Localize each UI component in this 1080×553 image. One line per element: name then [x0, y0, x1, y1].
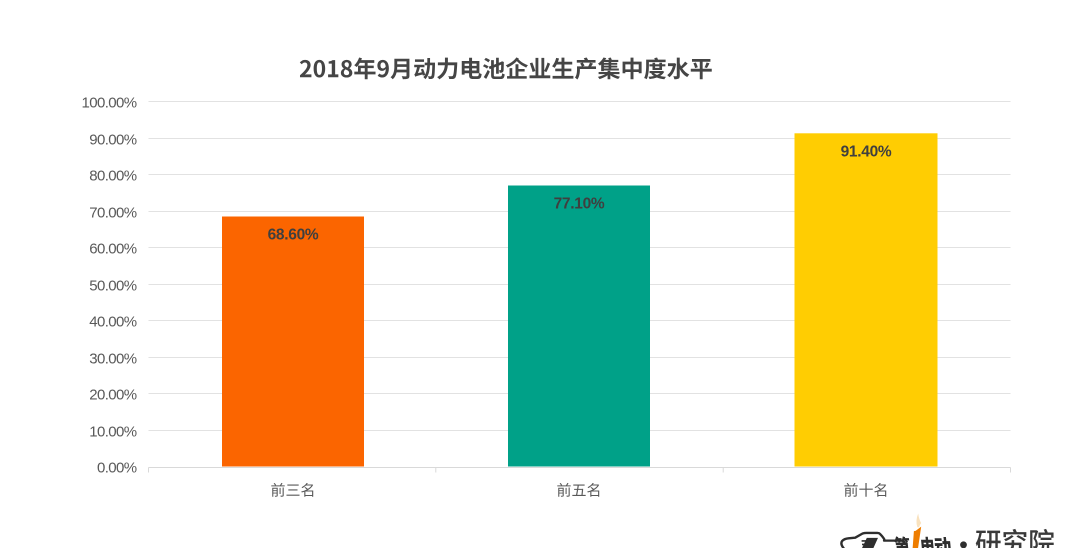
svg-text:40.00%: 40.00% [89, 314, 137, 331]
svg-text:100.00%: 100.00% [81, 95, 136, 112]
svg-text:20.00%: 20.00% [89, 387, 137, 404]
svg-text:90.00%: 90.00% [89, 132, 137, 149]
svg-text:60.00%: 60.00% [89, 241, 137, 258]
svg-text:10.00%: 10.00% [89, 424, 137, 441]
svg-text:50.00%: 50.00% [89, 278, 137, 295]
svg-text:77.10%: 77.10% [554, 196, 605, 213]
svg-text:70.00%: 70.00% [89, 205, 137, 222]
svg-text:68.60%: 68.60% [268, 227, 319, 244]
svg-text:91.40%: 91.40% [841, 143, 892, 160]
svg-text:30.00%: 30.00% [89, 351, 137, 368]
svg-text:0.00%: 0.00% [97, 460, 137, 477]
svg-text:80.00%: 80.00% [89, 168, 137, 185]
